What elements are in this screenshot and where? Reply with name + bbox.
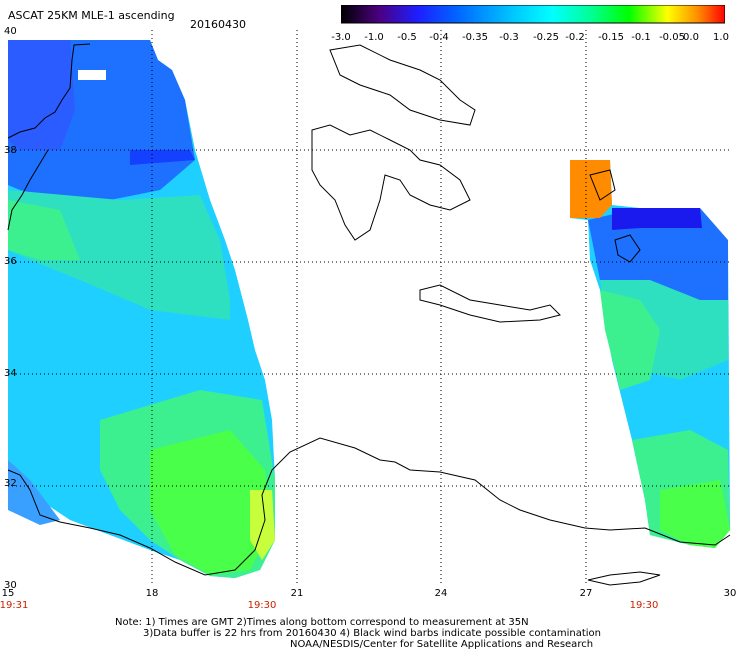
colorbar-label: 1.0	[713, 32, 729, 43]
lat-label: 32	[4, 478, 17, 489]
lon-label: 30	[723, 588, 737, 599]
colorbar-label: -0.15	[598, 32, 624, 43]
colorbar-label: -3.0	[331, 32, 351, 43]
note-line-2: 3)Data buffer is 22 hrs from 20160430 4)…	[143, 628, 601, 639]
right-swath	[570, 160, 730, 548]
colorbar-label: -0.25	[533, 32, 559, 43]
lat-label: 38	[4, 145, 17, 156]
colorbar-label: -0.3	[499, 32, 519, 43]
graticule	[8, 30, 730, 586]
product-title: ASCAT 25KM MLE-1 ascending	[8, 9, 175, 22]
time-label: 19:31	[0, 600, 29, 611]
lon-label: 27	[579, 588, 593, 599]
colorbar: -3.0 -1.0 -0.5 -0.4 -0.35 -0.3 -0.25 -0.…	[331, 4, 729, 43]
colorbar-label: 0.0	[683, 32, 699, 43]
colorbar-label: -0.35	[462, 32, 488, 43]
lat-label: 30	[4, 580, 17, 591]
time-label: 19:30	[247, 600, 277, 611]
lon-label: 24	[434, 588, 448, 599]
lat-label: 40	[4, 26, 17, 37]
colorbar-label: -0.05	[659, 32, 685, 43]
note-line-3: NOAA/NESDIS/Center for Satellite Applica…	[290, 639, 594, 650]
lon-label: 21	[290, 588, 304, 599]
colorbar-label: -0.5	[397, 32, 417, 43]
colorbar-label: -1.0	[364, 32, 384, 43]
product-date: 20160430	[190, 18, 246, 31]
coastlines	[7, 43, 731, 586]
time-label: 19:30	[629, 600, 659, 611]
lat-label: 36	[4, 256, 17, 267]
colorbar-label: -0.1	[631, 32, 651, 43]
note-line-1: Note: 1) Times are GMT 2)Times along bot…	[115, 617, 529, 628]
lon-label: 18	[145, 588, 159, 599]
lat-label: 34	[4, 368, 17, 379]
colorbar-label: -0.4	[429, 32, 449, 43]
lon-label: 15	[1, 588, 15, 599]
colorbar-label: -0.2	[565, 32, 585, 43]
left-swath	[8, 40, 275, 578]
